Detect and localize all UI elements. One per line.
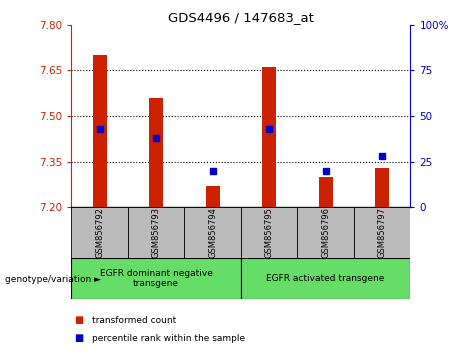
Text: GSM856793: GSM856793 <box>152 207 161 258</box>
Text: EGFR dominant negative
transgene: EGFR dominant negative transgene <box>100 269 213 289</box>
Text: GSM856796: GSM856796 <box>321 207 330 258</box>
Bar <box>93 55 107 207</box>
Bar <box>206 186 220 207</box>
Text: EGFR activated transgene: EGFR activated transgene <box>266 274 385 283</box>
Bar <box>241 207 297 258</box>
Bar <box>128 207 184 258</box>
Text: GSM856792: GSM856792 <box>95 207 104 258</box>
Text: GSM856795: GSM856795 <box>265 207 274 258</box>
Bar <box>354 207 410 258</box>
Text: GSM856797: GSM856797 <box>378 207 387 258</box>
Bar <box>241 258 410 299</box>
Bar <box>297 207 354 258</box>
Text: ■: ■ <box>74 315 83 325</box>
Bar <box>71 207 128 258</box>
Bar <box>149 98 163 207</box>
Bar <box>319 177 333 207</box>
Text: GSM856794: GSM856794 <box>208 207 217 258</box>
Text: genotype/variation ►: genotype/variation ► <box>5 275 100 284</box>
Text: ■: ■ <box>74 333 83 343</box>
Bar <box>184 207 241 258</box>
Text: transformed count: transformed count <box>92 316 177 325</box>
Bar <box>375 167 389 207</box>
Title: GDS4496 / 147683_at: GDS4496 / 147683_at <box>168 11 314 24</box>
Bar <box>262 67 276 207</box>
Text: percentile rank within the sample: percentile rank within the sample <box>92 333 245 343</box>
Bar <box>71 258 241 299</box>
